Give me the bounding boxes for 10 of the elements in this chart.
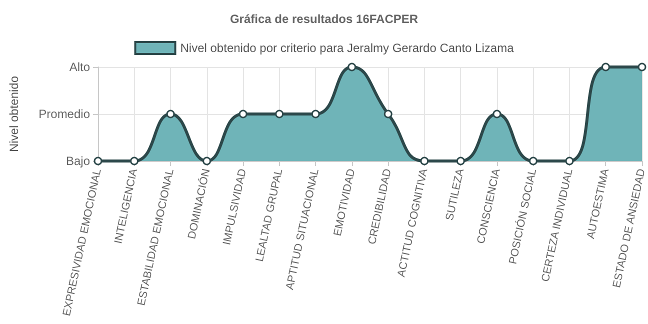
x-tick-label: POSICIÓN SOCIAL — [506, 168, 540, 266]
text: Bajo — [66, 154, 90, 168]
x-tick-label: LEALTAD GRUPAL — [254, 168, 286, 263]
y-axis-title: Nivel obtenido — [7, 76, 21, 152]
x-tick-label: SUTILEZA — [444, 167, 467, 222]
x-tick-label: ESTADO DE ANSIEDAD — [610, 168, 648, 289]
legend-label: Nivel obtenido por criterio para Jeralmy Gerardo Canto Lizama — [180, 41, 514, 55]
text: Alto — [69, 60, 90, 74]
chart-title: Gráfica de resultados 16FACPER — [230, 12, 418, 26]
text: Promedio — [38, 107, 90, 121]
